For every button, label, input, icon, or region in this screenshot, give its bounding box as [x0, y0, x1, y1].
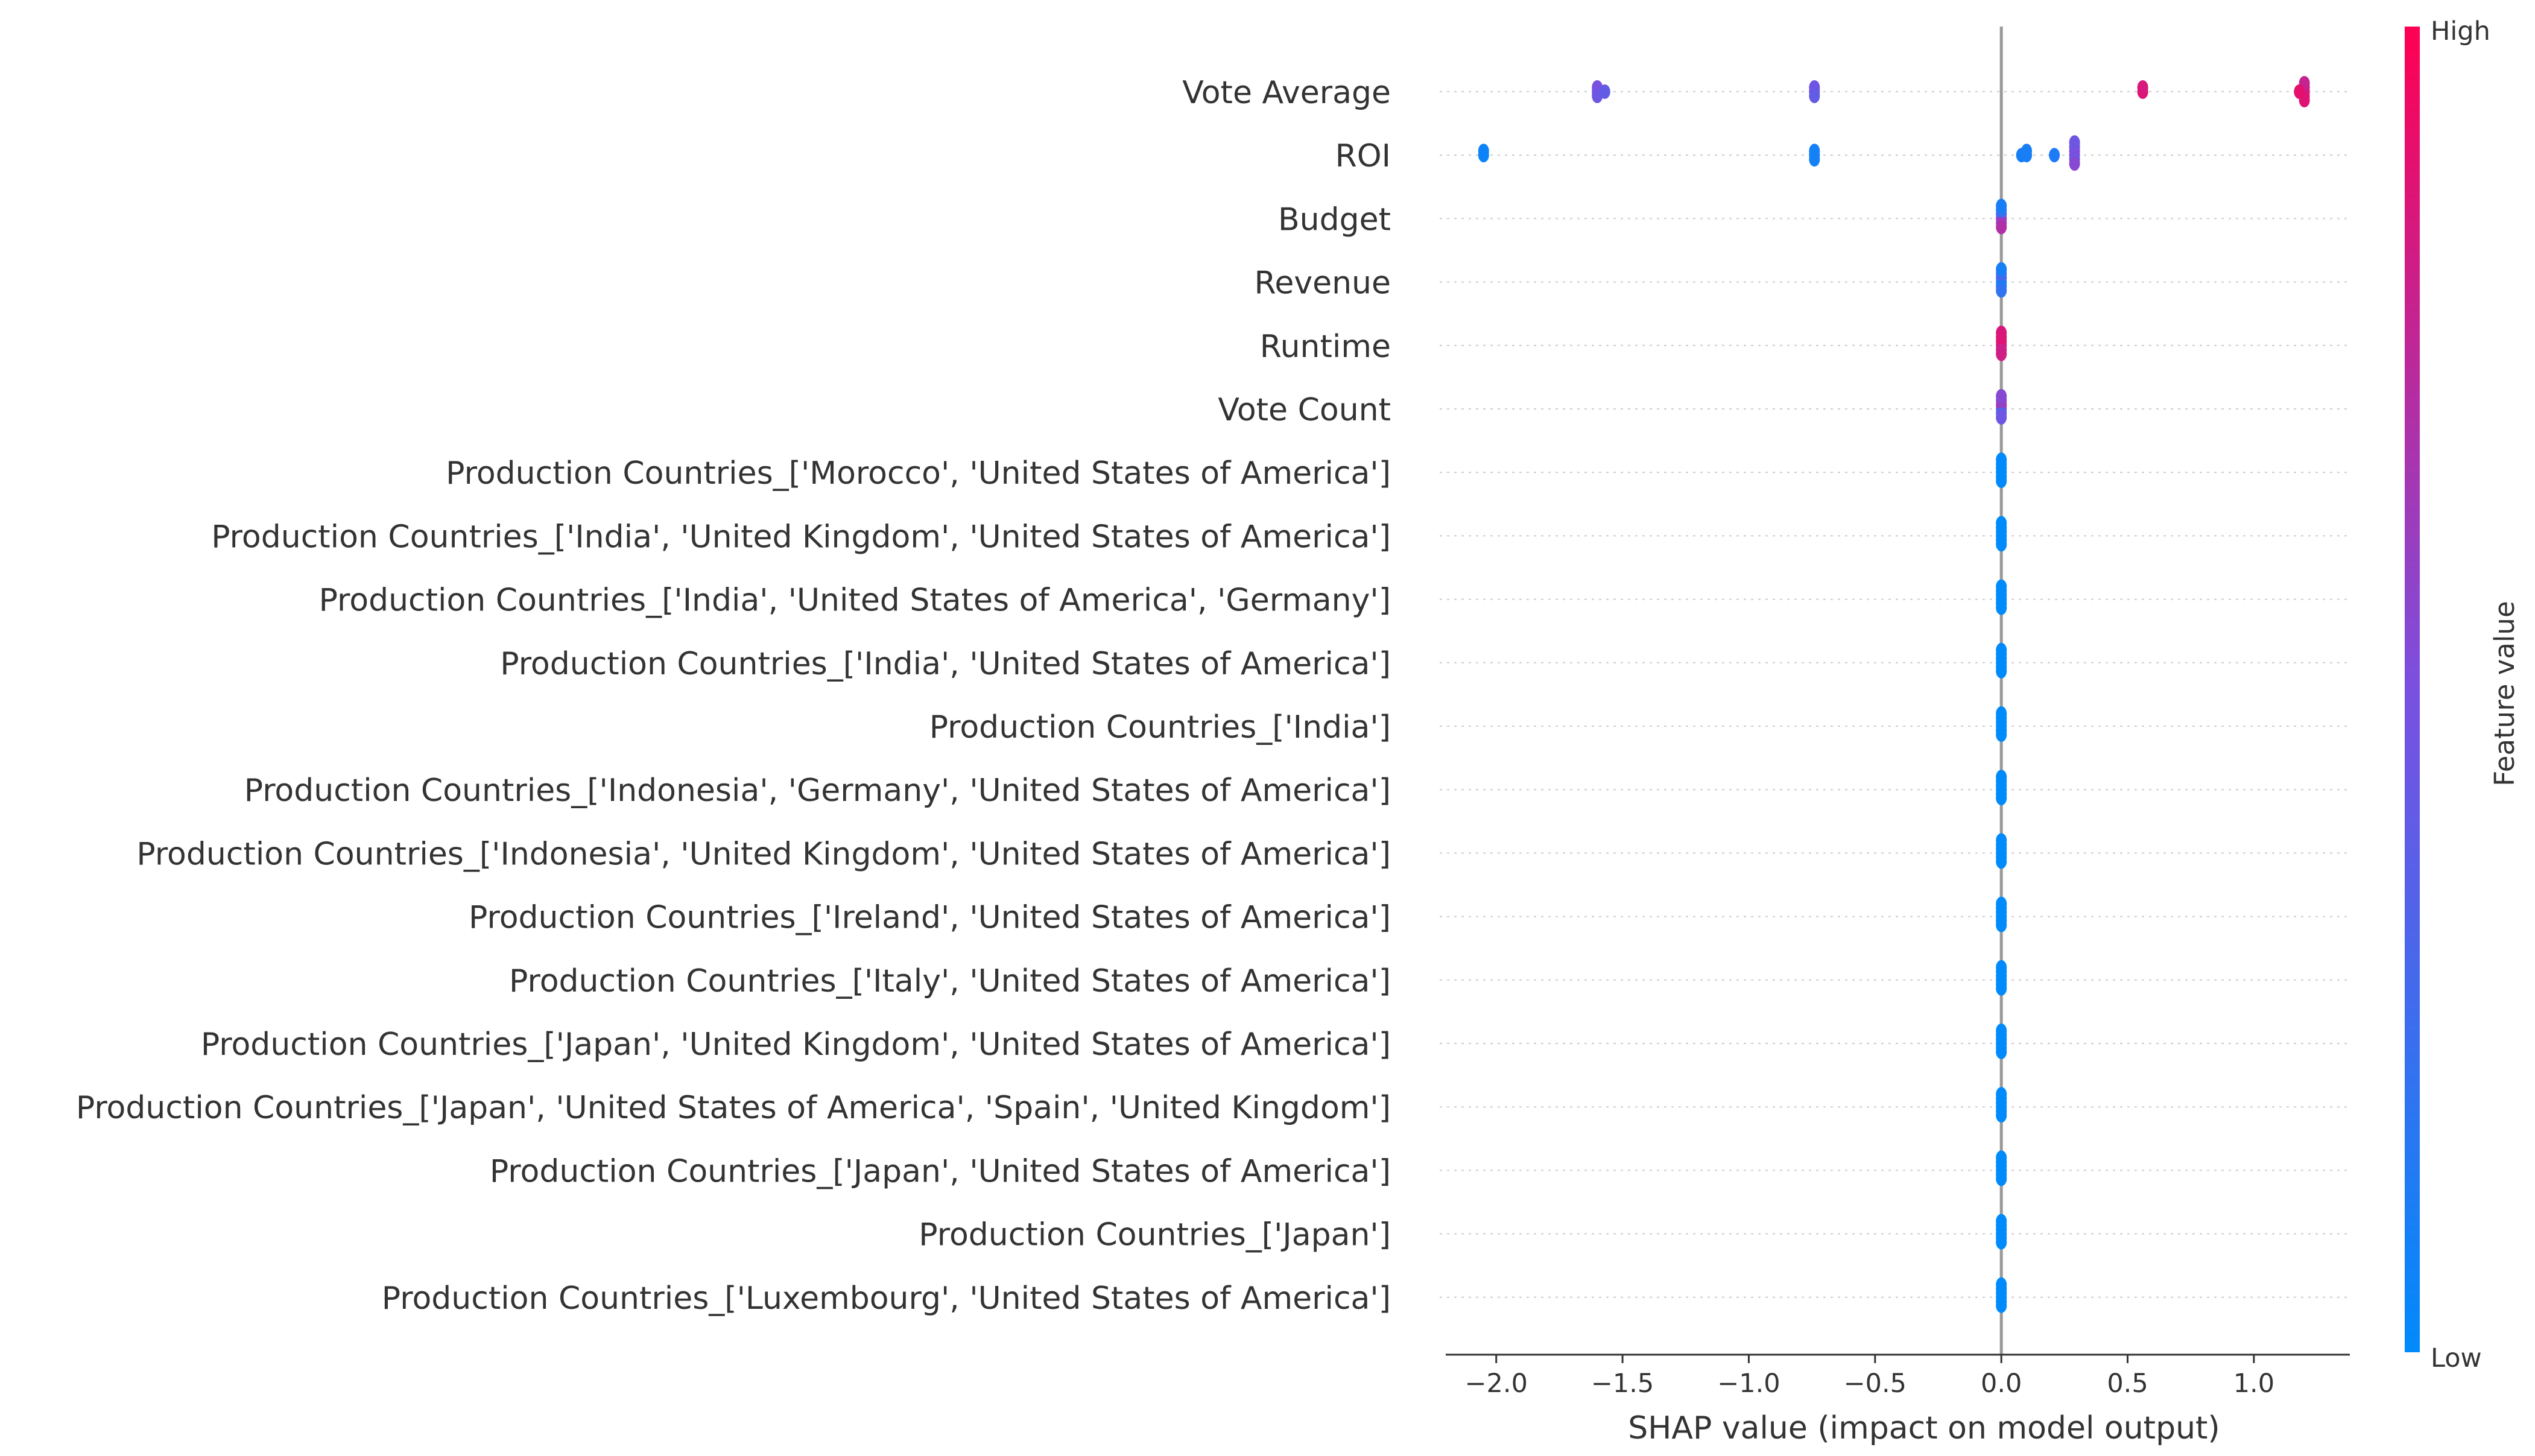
shap-point [1996, 1024, 2007, 1038]
colorbar-high-label: High [2431, 16, 2490, 46]
shap-point [2137, 80, 2148, 95]
feature-label: Revenue [1255, 265, 1391, 302]
x-tick-label: 0.0 [1981, 1369, 2022, 1399]
feature-label: Production Countries_['Luxembourg', 'Uni… [382, 1280, 1391, 1317]
shap-point [1996, 283, 2007, 298]
shap-point [1996, 960, 2007, 975]
shap-point [2069, 135, 2080, 150]
shap-point [1996, 981, 2007, 996]
x-tick-label: 0.5 [2107, 1369, 2148, 1399]
feature-label: Vote Average [1182, 75, 1391, 111]
shap-point [2069, 156, 2080, 171]
x-tick-label: −1.0 [1717, 1369, 1780, 1399]
shap-point [1996, 854, 2007, 869]
shap-point [1996, 727, 2007, 742]
feature-labels: Vote Average ROI Budget Revenue Runtime Vote … [76, 75, 1391, 1317]
shap-point [1996, 917, 2007, 932]
shap-point [1809, 89, 1820, 103]
shap-point [1996, 1087, 2007, 1102]
shap-point [1996, 770, 2007, 785]
shap-point [1996, 473, 2007, 489]
feature-label: Production Countries_['Indonesia', 'Germ… [244, 773, 1391, 809]
feature-label: Production Countries_['Japan', 'United K… [201, 1027, 1391, 1063]
shap-point [1996, 389, 2007, 404]
shap-point [2294, 84, 2305, 99]
shap-point [1996, 516, 2007, 531]
feature-label: Production Countries_['Japan', 'United S… [76, 1090, 1391, 1126]
feature-label: ROI [1335, 138, 1391, 174]
shap-point [1996, 791, 2007, 806]
x-tick-label: −2.0 [1465, 1369, 1528, 1399]
shap-point [2021, 144, 2033, 159]
shap-point [1996, 579, 2007, 594]
shap-point [1996, 1171, 2007, 1186]
feature-label: Production Countries_['Japan', 'United S… [490, 1153, 1391, 1189]
shap-point [1996, 833, 2007, 848]
shap-point [1809, 152, 1820, 167]
feature-label: Production Countries_['Indonesia', 'Unit… [136, 836, 1391, 872]
feature-label: Production Countries_['Morocco', 'United… [446, 455, 1391, 492]
feature-label: Production Countries_['India', 'United S… [319, 583, 1391, 619]
colorbar [2405, 27, 2420, 1352]
x-tick-label: −1.5 [1591, 1369, 1654, 1399]
shap-points [1478, 76, 2310, 1313]
shap-point [1996, 600, 2007, 615]
shap-point [1996, 1108, 2007, 1123]
feature-label: Production Countries_['Japan'] [919, 1217, 1391, 1253]
shap-point [1996, 410, 2007, 425]
shap-point [1996, 1045, 2007, 1059]
shap-point [2049, 148, 2060, 163]
row-gridlines [1440, 91, 2350, 1298]
x-axis-ticks: −2.0 −1.5 −1.0 −0.5 0.0 0.5 1.0 [1465, 1355, 2274, 1399]
x-tick-label: 1.0 [2233, 1369, 2274, 1399]
shap-point [1996, 1214, 2007, 1229]
feature-label: Production Countries_['India'] [929, 709, 1391, 745]
shap-point [1599, 84, 1610, 99]
feature-label: Production Countries_['India', 'United K… [211, 519, 1391, 555]
feature-label: Vote Count [1218, 392, 1391, 428]
feature-label: Budget [1278, 201, 1391, 238]
x-tick-label: −0.5 [1844, 1369, 1907, 1399]
shap-point [1996, 220, 2007, 235]
shap-point [1996, 1235, 2007, 1250]
shap-point [1996, 663, 2007, 679]
shap-point [1996, 706, 2007, 721]
shap-point [1996, 537, 2007, 552]
shap-point [1996, 1150, 2007, 1165]
feature-label: Runtime [1260, 329, 1391, 365]
shap-point [1996, 642, 2007, 657]
shap-point [1996, 325, 2007, 340]
feature-label: Production Countries_['Ireland', 'United… [469, 900, 1391, 936]
shap-point [1996, 262, 2007, 277]
shap-point [1996, 198, 2007, 214]
feature-label: Production Countries_['India', 'United S… [500, 646, 1391, 682]
shap-point [1996, 346, 2007, 361]
shap-point [1478, 144, 1489, 159]
colorbar-title: Feature value [2489, 601, 2521, 786]
shap-point [1996, 1298, 2007, 1313]
feature-label: Production Countries_['Italy', 'United S… [509, 963, 1391, 999]
shap-point [1996, 1277, 2007, 1292]
colorbar-low-label: Low [2431, 1343, 2482, 1373]
shap-point [1996, 452, 2007, 467]
x-axis-label: SHAP value (impact on model output) [1628, 1410, 2220, 1446]
shap-point [1996, 896, 2007, 911]
